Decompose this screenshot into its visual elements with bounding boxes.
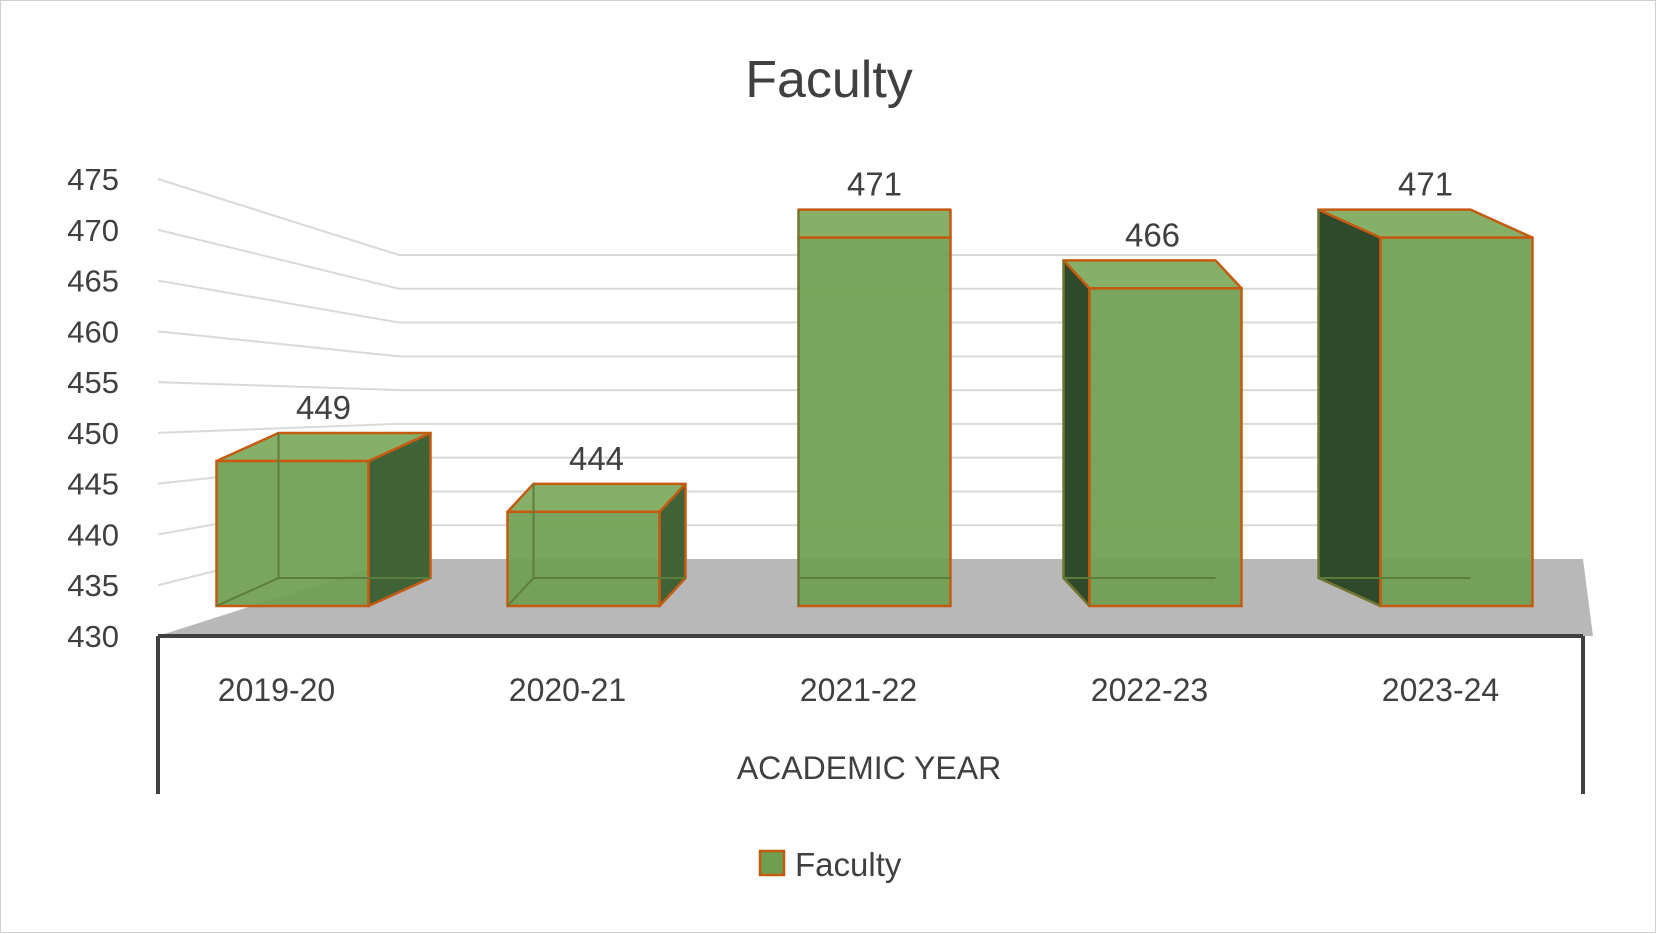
bar-front-face — [1088, 287, 1243, 608]
gridline — [157, 381, 1343, 392]
bar-front-face — [797, 236, 952, 608]
x-category-label: 2023-24 — [1382, 672, 1499, 708]
x-category-label: 2019-20 — [218, 672, 335, 708]
bar — [797, 208, 952, 608]
gridline — [157, 422, 1343, 434]
y-tick-label: 460 — [67, 314, 119, 349]
bar-side-face — [1317, 208, 1382, 608]
data-label: 471 — [1398, 166, 1453, 203]
bar-side-face — [367, 431, 432, 608]
gridline — [157, 279, 1343, 324]
data-label: 471 — [847, 166, 902, 203]
bar-side-face — [1062, 259, 1091, 608]
chart-title: Faculty — [745, 51, 913, 109]
data-labels: 449 444 471 466 471 — [296, 166, 1453, 477]
data-label: 449 — [296, 389, 351, 426]
gridline — [157, 228, 1343, 290]
y-tick-label: 435 — [67, 568, 119, 603]
bar-front-face — [1379, 236, 1534, 608]
y-tick-label: 450 — [67, 416, 119, 451]
bar-front-face — [215, 459, 370, 608]
y-tick-label: 475 — [67, 162, 119, 197]
y-tick-label: 430 — [67, 619, 119, 654]
bar — [1317, 208, 1534, 608]
y-tick-label: 455 — [67, 365, 119, 400]
x-category-label: 2021-22 — [800, 672, 917, 708]
legend-label: Faculty — [795, 846, 902, 883]
legend: Faculty — [758, 846, 902, 883]
legend-swatch — [758, 849, 786, 877]
bar-top-face — [797, 208, 952, 239]
y-axis-ticks: 430 435 440 445 450 455 460 465 470 475 — [67, 162, 119, 654]
y-tick-label: 440 — [67, 517, 119, 552]
x-axis-categories: 2019-20 2020-21 2021-22 2022-23 2023-24 — [218, 672, 1499, 708]
bar — [215, 431, 432, 608]
bar-front-face — [506, 510, 661, 608]
bars — [215, 208, 1534, 608]
bar — [1062, 259, 1243, 608]
bar-inner-edge — [506, 577, 535, 607]
y-tick-label: 445 — [67, 467, 119, 502]
data-label: 466 — [1125, 216, 1180, 253]
bar-top-face — [1062, 259, 1243, 290]
x-axis — [156, 634, 1585, 794]
bar-inner-edge — [1062, 577, 1091, 607]
x-axis-title: ACADEMIC YEAR — [737, 750, 1001, 786]
y-tick-label: 465 — [67, 264, 119, 299]
x-category-label: 2020-21 — [509, 672, 626, 708]
bar-inner-edge — [1318, 577, 1381, 607]
bar-inner-edge — [216, 577, 279, 607]
y-tick-label: 470 — [67, 213, 119, 248]
x-category-label: 2022-23 — [1091, 672, 1208, 708]
gridline — [157, 178, 1343, 256]
bar — [506, 482, 687, 608]
gridline — [157, 330, 1343, 358]
data-label: 444 — [569, 440, 624, 477]
